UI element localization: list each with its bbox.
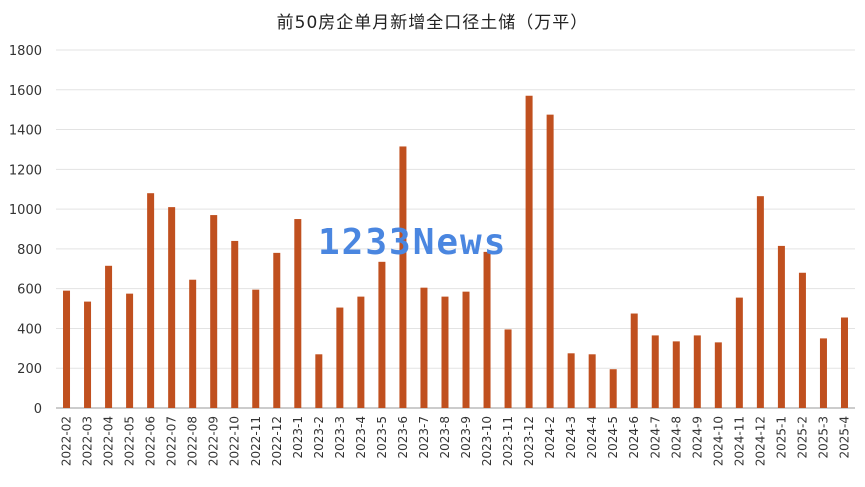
bar — [189, 279, 197, 408]
x-tick-label: 2025-2 — [795, 416, 809, 459]
bar — [798, 272, 806, 408]
x-tick-label: 2022-08 — [186, 416, 200, 466]
bar — [819, 338, 827, 408]
x-tick-label: 2022-12 — [270, 416, 284, 466]
bar — [273, 252, 281, 408]
bar — [378, 261, 386, 408]
bar — [693, 335, 701, 408]
y-tick-label: 1800 — [9, 44, 42, 59]
bar — [126, 293, 134, 408]
x-tick-label: 2023-5 — [375, 416, 389, 459]
y-tick-label: 0 — [34, 402, 42, 417]
x-tick-label: 2024-10 — [711, 416, 725, 466]
x-tick-label: 2024-4 — [585, 416, 599, 459]
x-tick-label: 2023-1 — [291, 416, 305, 459]
bar — [735, 297, 743, 408]
bar — [147, 193, 155, 408]
x-tick-label: 2022-04 — [102, 416, 116, 466]
bar — [777, 245, 785, 408]
x-tick-label: 2022-03 — [81, 416, 95, 466]
x-tick-label: 2025-4 — [837, 416, 851, 459]
bar — [84, 301, 92, 408]
y-tick-label: 1000 — [9, 203, 42, 218]
y-tick-label: 600 — [17, 283, 42, 298]
bar — [483, 251, 491, 408]
chart-title: 前50房企单月新增全口径土储（万平） — [276, 13, 589, 33]
y-tick-label: 800 — [17, 243, 42, 258]
bar — [105, 265, 113, 408]
bar — [567, 353, 575, 408]
y-tick-label: 1400 — [9, 124, 42, 139]
x-tick-label: 2024-6 — [627, 416, 641, 459]
bar — [231, 240, 239, 408]
y-tick-label: 1600 — [9, 84, 42, 99]
x-tick-label: 2023-3 — [333, 416, 347, 459]
x-tick-label: 2024-9 — [690, 416, 704, 459]
bar — [756, 196, 764, 408]
bar — [336, 307, 344, 408]
x-tick-label: 2023-7 — [417, 416, 431, 459]
bar — [357, 296, 365, 408]
x-tick-label: 2024-3 — [564, 416, 578, 459]
x-tick-label: 2024-2 — [543, 416, 557, 459]
x-tick-label: 2025-3 — [816, 416, 830, 459]
watermark-text: 1233News — [318, 222, 508, 263]
x-tick-label: 2022-06 — [144, 416, 158, 466]
x-tick-label: 2024-8 — [669, 416, 683, 459]
x-tick-label: 2023-12 — [522, 416, 536, 466]
bar — [609, 369, 617, 408]
x-tick-label: 2023-9 — [459, 416, 473, 459]
bar — [420, 287, 428, 408]
bar — [630, 313, 638, 408]
bar — [210, 215, 218, 408]
x-tick-label: 2024-7 — [648, 416, 662, 459]
bar — [168, 207, 176, 408]
bar — [63, 290, 71, 408]
x-tick-label: 2022-09 — [207, 416, 221, 466]
bar — [588, 354, 596, 408]
x-tick-label: 2023-10 — [480, 416, 494, 466]
bar — [714, 342, 722, 408]
y-tick-label: 200 — [17, 362, 42, 377]
bar — [672, 341, 680, 408]
x-tick-label: 2022-02 — [60, 416, 74, 466]
x-tick-label: 2024-12 — [753, 416, 767, 466]
y-tick-label: 1200 — [9, 163, 42, 178]
bar — [546, 114, 554, 408]
x-tick-label: 2023-8 — [438, 416, 452, 459]
bar — [315, 354, 323, 408]
bar — [651, 335, 659, 408]
bar — [525, 95, 533, 408]
x-tick-label: 2023-2 — [312, 416, 326, 459]
x-tick-label: 2024-11 — [732, 416, 746, 466]
y-tick-label: 400 — [17, 322, 42, 337]
bar — [399, 146, 407, 408]
bar — [294, 219, 302, 408]
x-tick-label: 2023-4 — [354, 416, 368, 459]
bar — [462, 291, 470, 408]
x-tick-label: 2024-5 — [606, 416, 620, 459]
x-tick-label: 2022-07 — [165, 416, 179, 466]
x-tick-label: 2025-1 — [774, 416, 788, 459]
x-tick-label: 2022-11 — [249, 416, 263, 466]
x-tick-label: 2023-6 — [396, 416, 410, 459]
bar — [441, 296, 449, 408]
bar — [840, 317, 848, 408]
bar — [504, 329, 512, 408]
x-tick-label: 2023-11 — [501, 416, 515, 466]
x-tick-label: 2022-10 — [228, 416, 242, 466]
bar — [252, 289, 260, 408]
x-tick-label: 2022-05 — [123, 416, 137, 466]
